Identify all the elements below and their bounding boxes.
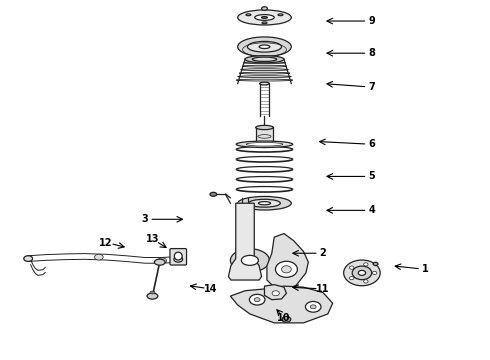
Ellipse shape <box>241 69 288 71</box>
Ellipse shape <box>158 258 167 264</box>
Ellipse shape <box>174 252 182 260</box>
Polygon shape <box>230 286 333 323</box>
Text: 11: 11 <box>316 284 330 294</box>
Ellipse shape <box>247 41 282 52</box>
Text: 2: 2 <box>319 248 326 258</box>
Ellipse shape <box>372 271 377 274</box>
Ellipse shape <box>256 143 273 148</box>
Ellipse shape <box>349 266 354 269</box>
Ellipse shape <box>236 79 293 81</box>
Polygon shape <box>228 203 262 280</box>
Ellipse shape <box>358 270 366 275</box>
Ellipse shape <box>254 298 260 302</box>
Ellipse shape <box>310 305 316 309</box>
Ellipse shape <box>255 15 274 20</box>
Ellipse shape <box>174 256 183 262</box>
FancyBboxPatch shape <box>170 249 187 265</box>
Ellipse shape <box>282 316 291 322</box>
Ellipse shape <box>256 125 273 130</box>
Text: 3: 3 <box>142 214 148 224</box>
Ellipse shape <box>260 82 270 85</box>
Text: 7: 7 <box>368 82 375 92</box>
Ellipse shape <box>282 266 291 273</box>
Ellipse shape <box>150 291 155 294</box>
Ellipse shape <box>236 141 293 148</box>
Ellipse shape <box>262 17 268 18</box>
Ellipse shape <box>343 260 380 286</box>
Ellipse shape <box>349 276 354 280</box>
Ellipse shape <box>242 65 287 67</box>
Ellipse shape <box>305 301 321 312</box>
Ellipse shape <box>252 57 277 62</box>
Ellipse shape <box>230 249 270 272</box>
Text: 13: 13 <box>146 234 159 244</box>
Ellipse shape <box>249 294 265 305</box>
Bar <box>256 127 273 145</box>
Ellipse shape <box>238 10 291 25</box>
Ellipse shape <box>244 62 286 64</box>
Text: 5: 5 <box>368 171 375 181</box>
Polygon shape <box>265 285 287 300</box>
Ellipse shape <box>364 263 368 266</box>
Ellipse shape <box>245 58 284 60</box>
Ellipse shape <box>238 37 291 57</box>
Ellipse shape <box>238 197 291 210</box>
Text: 10: 10 <box>277 312 291 323</box>
Ellipse shape <box>275 261 297 277</box>
Ellipse shape <box>246 14 251 16</box>
Ellipse shape <box>262 7 268 10</box>
Text: 12: 12 <box>99 238 113 248</box>
Ellipse shape <box>239 72 290 74</box>
Ellipse shape <box>154 259 165 265</box>
Ellipse shape <box>272 291 279 296</box>
Ellipse shape <box>210 192 217 196</box>
Ellipse shape <box>262 22 267 24</box>
Ellipse shape <box>373 262 378 266</box>
Text: 8: 8 <box>368 48 375 58</box>
Ellipse shape <box>245 56 284 63</box>
Ellipse shape <box>246 143 283 146</box>
Ellipse shape <box>147 293 158 299</box>
Ellipse shape <box>352 266 372 280</box>
Ellipse shape <box>24 256 32 261</box>
Text: 1: 1 <box>422 264 429 274</box>
Ellipse shape <box>259 45 270 49</box>
Ellipse shape <box>242 255 258 265</box>
Ellipse shape <box>95 254 103 260</box>
Polygon shape <box>267 234 308 289</box>
Ellipse shape <box>258 202 270 205</box>
Text: 6: 6 <box>368 139 375 149</box>
Text: 14: 14 <box>204 284 218 294</box>
Ellipse shape <box>278 14 283 16</box>
Ellipse shape <box>238 76 291 77</box>
Ellipse shape <box>364 280 368 283</box>
Ellipse shape <box>248 199 280 207</box>
Text: 4: 4 <box>368 205 375 215</box>
Text: 9: 9 <box>368 16 375 26</box>
